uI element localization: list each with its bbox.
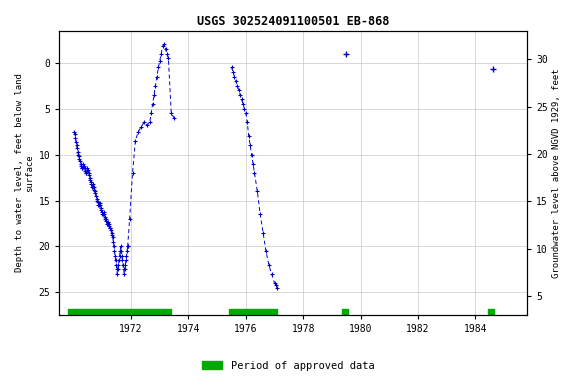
Title: USGS 302524091100501 EB-868: USGS 302524091100501 EB-868 xyxy=(197,15,389,28)
Y-axis label: Depth to water level, feet below land
surface: Depth to water level, feet below land su… xyxy=(15,74,35,272)
Legend: Period of approved data: Period of approved data xyxy=(198,357,378,375)
Y-axis label: Groundwater level above NGVD 1929, feet: Groundwater level above NGVD 1929, feet xyxy=(552,68,561,278)
